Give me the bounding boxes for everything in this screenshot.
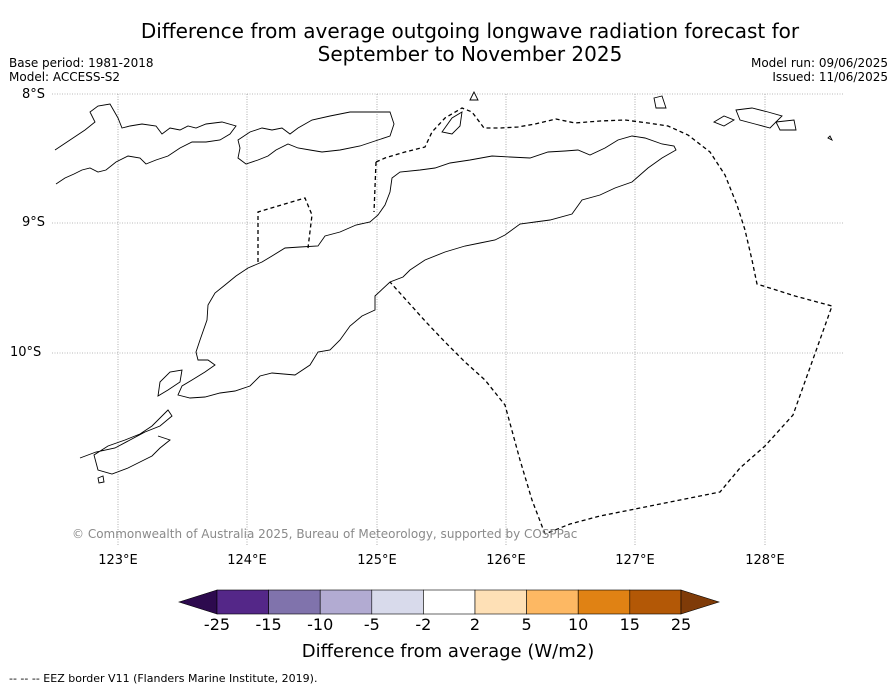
colorbar-tick: 25 bbox=[670, 615, 692, 634]
timor-island bbox=[177, 135, 677, 399]
colorbar-tick: -2 bbox=[415, 615, 432, 634]
copyright-notice: © Commonwealth of Australia 2025, Bureau… bbox=[72, 527, 578, 541]
colorbar-segment-9 bbox=[629, 589, 682, 615]
map-title: Difference from average outgoing longwav… bbox=[100, 20, 840, 66]
title-line-2: September to November 2025 bbox=[317, 42, 623, 66]
colorbar-segment-1 bbox=[216, 589, 269, 615]
graticule bbox=[52, 93, 843, 545]
lon-label-123e: 123°E bbox=[98, 553, 138, 568]
base-period: Base period: 1981-2018 bbox=[9, 56, 154, 70]
wetar-islet bbox=[441, 111, 463, 135]
islet-north bbox=[469, 90, 479, 101]
small-island-1 bbox=[97, 475, 105, 484]
rote-island bbox=[157, 369, 183, 397]
issued-date: Issued: 11/06/2025 bbox=[772, 70, 888, 84]
colorbar-tick: -10 bbox=[307, 615, 334, 634]
colorbar-tick: -15 bbox=[255, 615, 282, 634]
colorbar-segment-6 bbox=[474, 589, 527, 615]
colorbar-tick: 2 bbox=[469, 615, 481, 634]
colorbar-tick: -5 bbox=[363, 615, 380, 634]
eez-timor-south bbox=[389, 281, 546, 535]
lon-label-126e: 126°E bbox=[486, 553, 526, 568]
colorbar-segment-5 bbox=[423, 589, 476, 615]
islet-ne-1 bbox=[653, 95, 667, 109]
meta-left: Base period: 1981-2018 Model: ACCESS-S2 bbox=[9, 56, 154, 84]
colorbar-segment-8 bbox=[577, 589, 631, 615]
lon-label-128e: 128°E bbox=[745, 553, 785, 568]
lat-label-10s: 10°S bbox=[10, 345, 42, 360]
title-line-1: Difference from average outgoing longwav… bbox=[140, 19, 800, 43]
colorbar-tick: 5 bbox=[521, 615, 532, 634]
lat-label-9s: 9°S bbox=[22, 215, 46, 230]
islet-ne-3 bbox=[735, 107, 783, 129]
eez-footer-note: -- -- -- EEZ border V11 (Flanders Marine… bbox=[9, 672, 318, 685]
islet-ne-5 bbox=[827, 135, 834, 142]
flores-islands bbox=[54, 103, 237, 185]
model-run: Model run: 09/06/2025 bbox=[750, 56, 888, 70]
eez-timor-leste-north bbox=[375, 107, 833, 535]
colorbar-arrow-high bbox=[680, 589, 720, 615]
colorbar bbox=[178, 589, 720, 615]
colorbar-tick: 15 bbox=[619, 615, 640, 634]
eez-west-link bbox=[373, 161, 377, 213]
lon-label-127e: 127°E bbox=[615, 553, 655, 568]
islet-ne-2 bbox=[712, 115, 736, 127]
colorbar-segment-4 bbox=[371, 589, 424, 615]
colorbar-tick: 10 bbox=[568, 615, 589, 634]
islet-ne-4 bbox=[775, 119, 797, 131]
lat-label-8s: 8°S bbox=[22, 87, 46, 102]
colorbar-segment-3 bbox=[319, 589, 373, 615]
colorbar-label: Difference from average (W/m2) bbox=[301, 641, 595, 662]
eez-oecusse bbox=[257, 197, 313, 262]
coastlines bbox=[54, 90, 834, 484]
sabu-island bbox=[79, 409, 173, 475]
colorbar-segment-2 bbox=[268, 589, 321, 615]
lon-label-125e: 125°E bbox=[357, 553, 397, 568]
eez-border bbox=[257, 107, 833, 535]
lon-label-124e: 124°E bbox=[227, 553, 267, 568]
model-name: Model: ACCESS-S2 bbox=[9, 70, 121, 84]
alor-islands bbox=[237, 111, 395, 165]
meta-right: Model run: 09/06/2025 Issued: 11/06/2025 bbox=[751, 56, 888, 84]
colorbar-tick: -25 bbox=[203, 615, 231, 634]
colorbar-arrow-low bbox=[178, 589, 218, 615]
colorbar-segment-7 bbox=[526, 589, 579, 615]
